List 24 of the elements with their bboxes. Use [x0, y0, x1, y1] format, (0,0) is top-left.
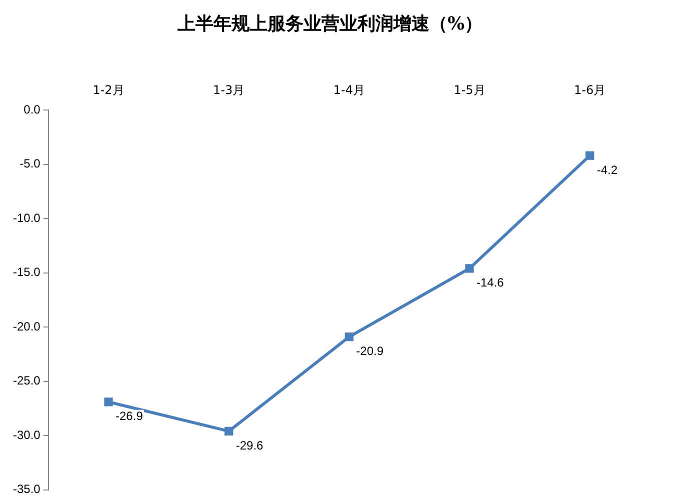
- y-tick-label: -5.0: [20, 156, 41, 171]
- y-tick-label: -30.0: [12, 428, 41, 442]
- chart-title: 上半年规上服务业营业利润增速（%）: [176, 13, 483, 34]
- x-tick-label: 1-2月: [92, 82, 124, 97]
- x-tick-label: 1-3月: [213, 82, 245, 97]
- point: [586, 151, 594, 160]
- y-tick-label: 0.0: [24, 102, 41, 116]
- x-tick-label: 1-6月: [574, 82, 606, 97]
- data-label: -29.6: [236, 438, 264, 453]
- data-label: -20.9: [356, 344, 384, 358]
- point: [224, 426, 234, 436]
- data-label: -4.2: [596, 162, 618, 177]
- y-tick-label: -20.0: [12, 319, 41, 334]
- x-tick-label: 1-4月: [333, 82, 365, 97]
- y-tick-label: -25.0: [12, 374, 41, 388]
- y-tick-label: -15.0: [12, 265, 41, 280]
- x-tick-label: 1-5月: [454, 82, 486, 97]
- data-label: -14.6: [476, 276, 504, 290]
- point: [344, 332, 354, 342]
- point: [465, 264, 474, 273]
- data-label: -26.9: [116, 409, 144, 424]
- y-tick-label: -10.0: [12, 210, 41, 225]
- point: [104, 398, 113, 406]
- y-tick-label: -35.0: [12, 482, 41, 496]
